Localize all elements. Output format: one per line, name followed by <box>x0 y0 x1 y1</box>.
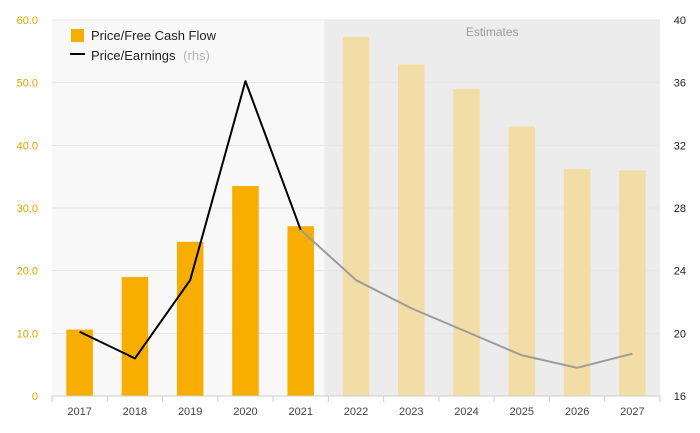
x-tick-label: 2020 <box>233 406 257 418</box>
line-series <box>79 80 633 369</box>
x-tick-label: 2027 <box>620 406 644 418</box>
x-tick-label: 2018 <box>123 406 147 418</box>
svg-text:Price/Earnings (rhs): Price/Earnings (rhs) <box>91 48 210 63</box>
bar-2021 <box>287 226 314 396</box>
left-tick-label: 20.0 <box>17 266 38 278</box>
legend-line-label: Price/Earnings <box>91 48 176 63</box>
bar-2027 <box>619 170 646 396</box>
left-tick-label: 10.0 <box>17 328 38 340</box>
x-tick-label: 2024 <box>454 406 478 418</box>
bar-2023 <box>398 64 425 396</box>
x-tick-label: 2025 <box>510 406 534 418</box>
right-tick-label: 36 <box>674 78 686 90</box>
right-axis: 16 20 24 28 32 36 40 <box>674 15 686 403</box>
left-tick-label: 0 <box>32 391 38 403</box>
estimates-label: Estimates <box>466 25 519 39</box>
left-tick-label: 60.0 <box>17 15 38 27</box>
x-axis: 2017 2018 2019 2020 2021 2022 2023 2024 2025 2026… <box>51 395 661 418</box>
left-tick-label: 40.0 <box>17 140 38 152</box>
pe-line-estimate <box>300 229 633 369</box>
bar-2026 <box>563 169 591 396</box>
left-axis: 0 10.0 20.0 30.0 40.0 50.0 60.0 <box>17 15 38 403</box>
legend-bar-label: Price/Free Cash Flow <box>91 28 217 43</box>
bar-2019 <box>176 241 204 396</box>
bar-series <box>66 36 646 397</box>
x-tick-label: 2019 <box>178 406 202 418</box>
right-tick-label: 24 <box>674 266 686 278</box>
x-tick-label: 2017 <box>67 406 91 418</box>
bar-2024 <box>453 88 480 396</box>
right-tick-label: 16 <box>674 391 686 403</box>
legend-line-suffix: (rhs) <box>183 48 210 63</box>
x-tick-label: 2022 <box>344 406 368 418</box>
x-tick-label: 2026 <box>565 406 589 418</box>
legend: Price/Free Cash Flow Price/Earnings (rhs… <box>70 28 217 63</box>
pe-line-actual <box>79 80 302 360</box>
right-tick-label: 32 <box>674 140 686 152</box>
bar-2020 <box>232 186 259 396</box>
right-tick-label: 28 <box>674 203 686 215</box>
bar-2017 <box>66 329 93 396</box>
right-tick-label: 20 <box>674 328 686 340</box>
left-tick-label: 30.0 <box>17 203 38 215</box>
left-tick-label: 50.0 <box>17 78 38 90</box>
right-tick-label: 40 <box>674 15 686 27</box>
x-tick-label: 2021 <box>288 406 312 418</box>
legend-bar-swatch <box>71 29 84 42</box>
x-tick-label: 2023 <box>399 406 423 418</box>
bar-2022 <box>342 36 370 397</box>
bar-2018 <box>121 276 149 396</box>
